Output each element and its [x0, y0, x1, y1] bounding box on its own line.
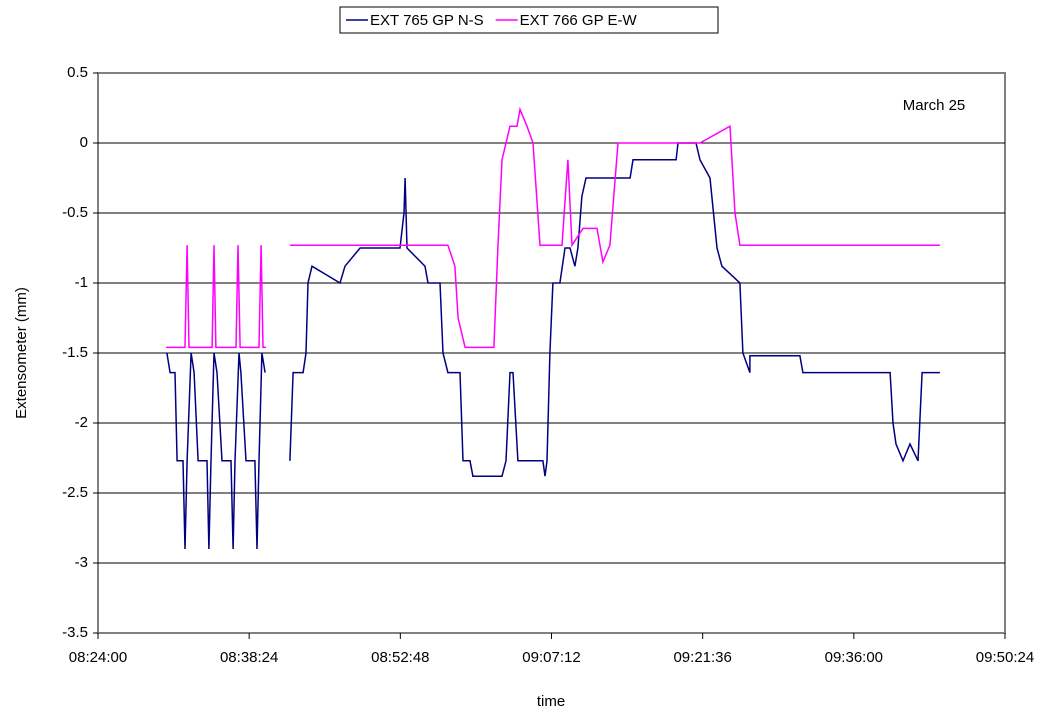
y-tick-label: -2.5 [62, 484, 88, 501]
y-tick-label: 0.5 [67, 64, 88, 81]
annotation: March 25 [903, 97, 966, 114]
x-tick-label: 08:24:00 [69, 649, 127, 666]
x-tick-label: 09:36:00 [825, 649, 883, 666]
y-tick-label: -2 [75, 414, 88, 431]
y-tick-label: -3 [75, 554, 88, 571]
y-tick-label: -3.5 [62, 624, 88, 641]
legend-box [339, 6, 719, 34]
y-tick-label: -1 [75, 274, 88, 291]
y-tick-label: -0.5 [62, 204, 88, 221]
y-axis-label: Extensometer (mm) [13, 287, 30, 419]
x-tick-label: 09:21:36 [673, 649, 731, 666]
legend-label: EXT 766 GP E-W [520, 12, 638, 29]
x-tick-label: 09:07:12 [522, 649, 580, 666]
x-axis-label: time [537, 693, 565, 710]
y-tick-label: -1.5 [62, 344, 88, 361]
x-tick-label: 08:38:24 [220, 649, 278, 666]
legend-label: EXT 765 GP N-S [370, 12, 484, 29]
series-line [166, 106, 940, 349]
x-tick-label: 08:52:48 [371, 649, 429, 666]
y-tick-label: 0 [80, 134, 88, 151]
series-line [166, 142, 940, 550]
x-tick-label: 09:50:24 [976, 649, 1034, 666]
